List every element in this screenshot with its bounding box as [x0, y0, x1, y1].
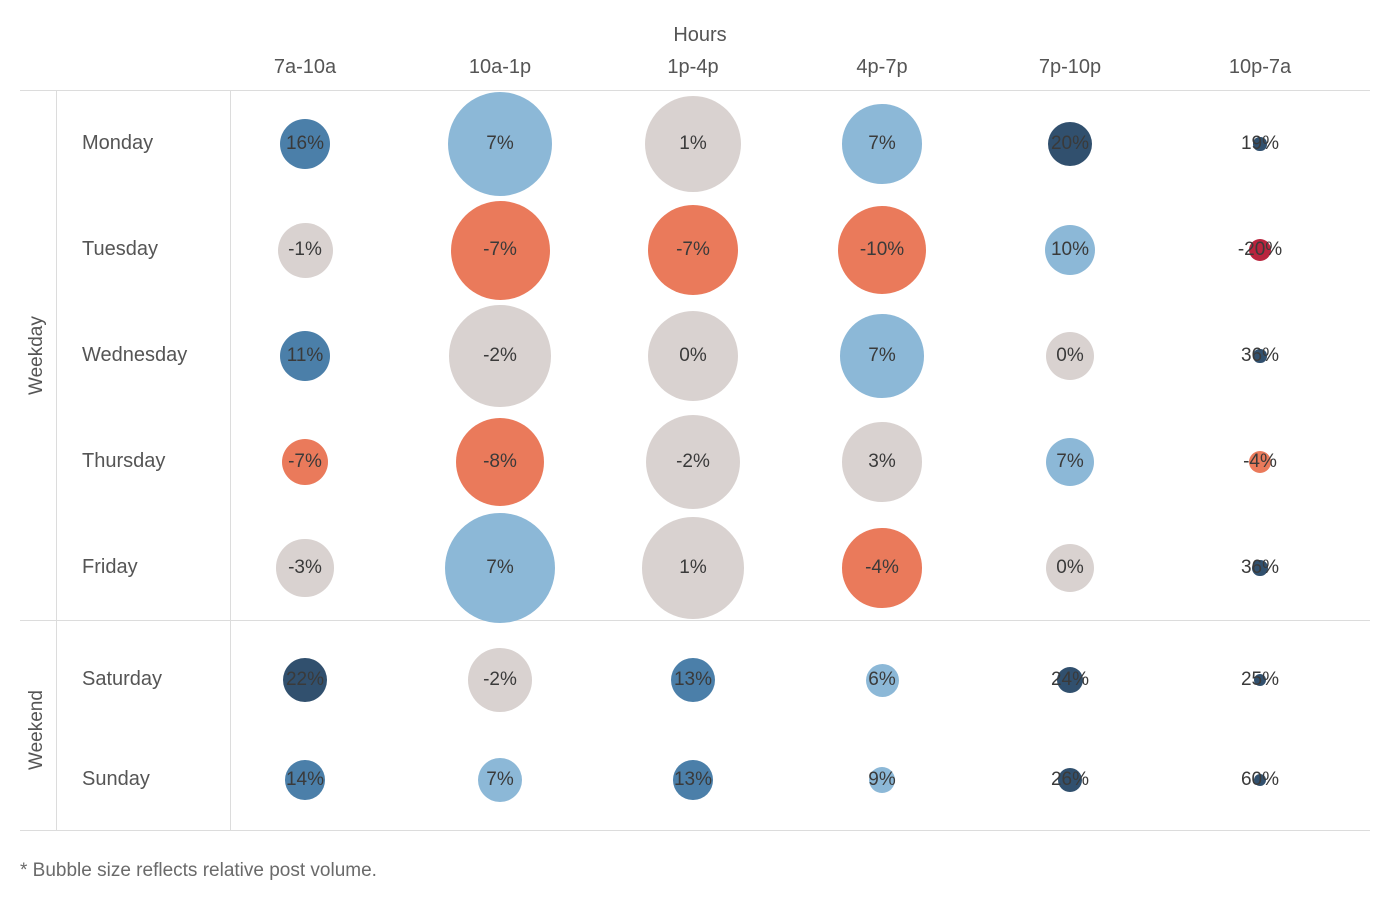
- col-header: 7a-10a: [225, 56, 385, 79]
- bubble: [646, 415, 741, 510]
- bubble: [1253, 137, 1266, 150]
- bubble: [1253, 349, 1266, 362]
- bubble: [1249, 451, 1271, 473]
- col-header: 1p-4p: [613, 56, 773, 79]
- bubble: [280, 119, 331, 170]
- row-label: Thursday: [82, 450, 222, 473]
- bubble: [1058, 768, 1082, 792]
- row-label: Saturday: [82, 668, 222, 691]
- bubble: [645, 96, 742, 193]
- col-header: 10p-7a: [1180, 56, 1340, 79]
- bubble: [449, 305, 550, 406]
- grid-line-label-sep: [230, 90, 231, 830]
- bubble: [278, 223, 333, 278]
- bubble: [448, 92, 553, 197]
- bubble: [1046, 332, 1094, 380]
- bubble: [648, 311, 738, 401]
- bubble: [1249, 239, 1271, 261]
- group-label: Weekday: [26, 114, 48, 598]
- row-label: Monday: [82, 132, 222, 155]
- bubble: [1046, 438, 1094, 486]
- footnote: * Bubble size reflects relative post vol…: [20, 860, 1380, 882]
- grid-line-middle: [20, 620, 1370, 621]
- bubble: [838, 206, 926, 294]
- bubble: [642, 517, 743, 618]
- bubble: [468, 648, 532, 712]
- bubble: [673, 760, 713, 800]
- bubble: [842, 422, 921, 501]
- bubble: [1252, 560, 1267, 575]
- bubble: [451, 201, 550, 300]
- grid-line-top: [20, 90, 1370, 91]
- bubble: [648, 205, 738, 295]
- bubble: [842, 104, 921, 183]
- bubble: [478, 758, 522, 802]
- bubble: [671, 658, 715, 702]
- bubble: [280, 331, 331, 382]
- bubble: [1057, 667, 1083, 693]
- bubble: [842, 528, 921, 607]
- grid-line-bottom: [20, 830, 1370, 831]
- bubble: [1048, 122, 1092, 166]
- bubble: [840, 314, 924, 398]
- bubble: [1046, 544, 1094, 592]
- row-label: Tuesday: [82, 238, 222, 261]
- bubble: [1254, 674, 1266, 686]
- row-label: Wednesday: [82, 344, 222, 367]
- bubble-grid-chart: Hours 7a-10a 10a-1p 1p-4p 4p-7p 7p-10p 10p-7a M…: [20, 20, 1380, 848]
- bubble: [445, 513, 555, 623]
- bubble: [869, 767, 895, 793]
- grid-line-group-sep: [56, 90, 57, 830]
- row-label: Friday: [82, 556, 222, 579]
- bubble: [456, 418, 544, 506]
- xaxis-title: Hours: [20, 24, 1380, 47]
- col-header: 10a-1p: [420, 56, 580, 79]
- bubble: [866, 664, 899, 697]
- row-label: Sunday: [82, 768, 222, 791]
- col-header: 7p-10p: [990, 56, 1150, 79]
- bubble: [1045, 225, 1096, 276]
- bubble: [283, 658, 327, 702]
- bubble: [1254, 774, 1266, 786]
- group-label: Weekend: [26, 650, 48, 810]
- bubble: [282, 439, 328, 485]
- bubble: [285, 760, 325, 800]
- bubble: [276, 539, 333, 596]
- col-header: 4p-7p: [802, 56, 962, 79]
